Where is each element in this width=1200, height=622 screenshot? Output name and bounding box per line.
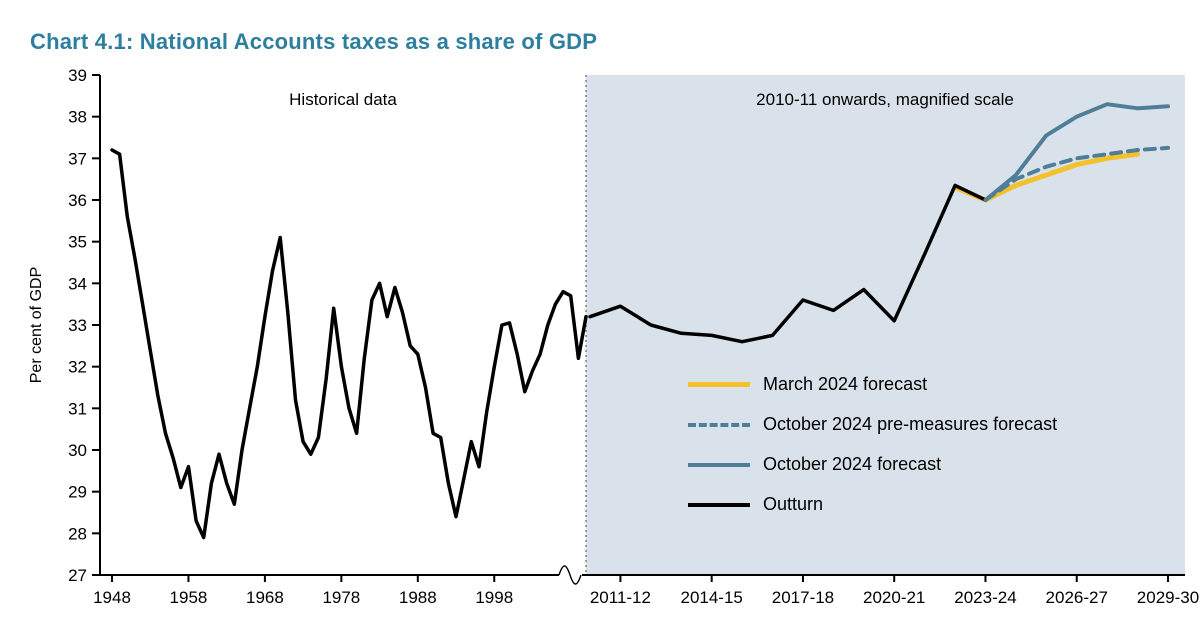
legend-label: Outturn [763, 494, 824, 514]
legend-item-outturn: Outturn [688, 494, 1057, 515]
series-line-historical [110, 148, 588, 540]
x-tick-label: 2029-30 [1137, 588, 1199, 607]
march-2024-line-swatch-icon [688, 382, 750, 387]
x-tick-label: 2026-27 [1046, 588, 1108, 607]
october-2024-line-swatch-icon [688, 462, 750, 467]
y-tick-label: 28 [68, 524, 87, 543]
x-tick-label: 1978 [322, 588, 360, 607]
x-tick-label: 1998 [475, 588, 513, 607]
outturn-line-swatch-icon [688, 502, 750, 507]
y-tick-label: 33 [68, 316, 87, 335]
legend-label: October 2024 forecast [763, 454, 942, 474]
series-line-oct2024_pre [983, 145, 1170, 202]
x-tick-label: 2014-15 [680, 588, 742, 607]
x-tick-label: 1958 [170, 588, 208, 607]
october-2024-pre-measures-line-swatch-icon [688, 422, 750, 427]
y-tick-label: 38 [68, 108, 87, 127]
historical-region-annotation: Historical data [289, 90, 397, 109]
legend-item-march-2024-forecast: March 2024 forecast [688, 374, 1057, 395]
y-tick-label: 29 [68, 483, 87, 502]
series-line-outturn_recent [588, 183, 988, 344]
legend-item-october-2024-pre-measures-forecast: October 2024 pre-measures forecast [688, 414, 1057, 435]
y-tick-label: 34 [68, 274, 87, 293]
y-tick-label: 32 [68, 358, 87, 377]
x-tick-label: 1968 [246, 588, 284, 607]
y-tick-label: 37 [68, 149, 87, 168]
magnified-region-annotation: 2010-11 onwards, magnified scale [756, 90, 1014, 109]
y-tick-label: 27 [68, 566, 87, 585]
x-tick-label: 2020-21 [863, 588, 925, 607]
x-tick-label: 2011-12 [590, 588, 651, 607]
y-axis-label: Per cent of GDP [28, 266, 45, 384]
y-tick-label: 36 [68, 191, 87, 210]
y-tick-label: 31 [68, 399, 87, 418]
chart-legend: March 2024 forecast October 2024 pre-mea… [688, 374, 1057, 515]
x-tick-label: 1988 [399, 588, 437, 607]
legend-item-october-2024-forecast: October 2024 forecast [688, 454, 1057, 475]
y-tick-label: 39 [68, 66, 87, 85]
y-tick-label: 35 [68, 233, 87, 252]
y-tick-label: 30 [68, 441, 87, 460]
legend-label: March 2024 forecast [763, 374, 928, 394]
series-line-oct2024 [983, 102, 1170, 202]
page-title: Chart 4.1: National Accounts taxes as a … [30, 28, 598, 54]
x-tick-label: 2023-24 [954, 588, 1016, 607]
legend-label: October 2024 pre-measures forecast [763, 414, 1058, 434]
x-tick-label: 1948 [93, 588, 131, 607]
x-tick-label: 2017-18 [772, 588, 834, 607]
axis-break-squiggle [558, 565, 582, 585]
